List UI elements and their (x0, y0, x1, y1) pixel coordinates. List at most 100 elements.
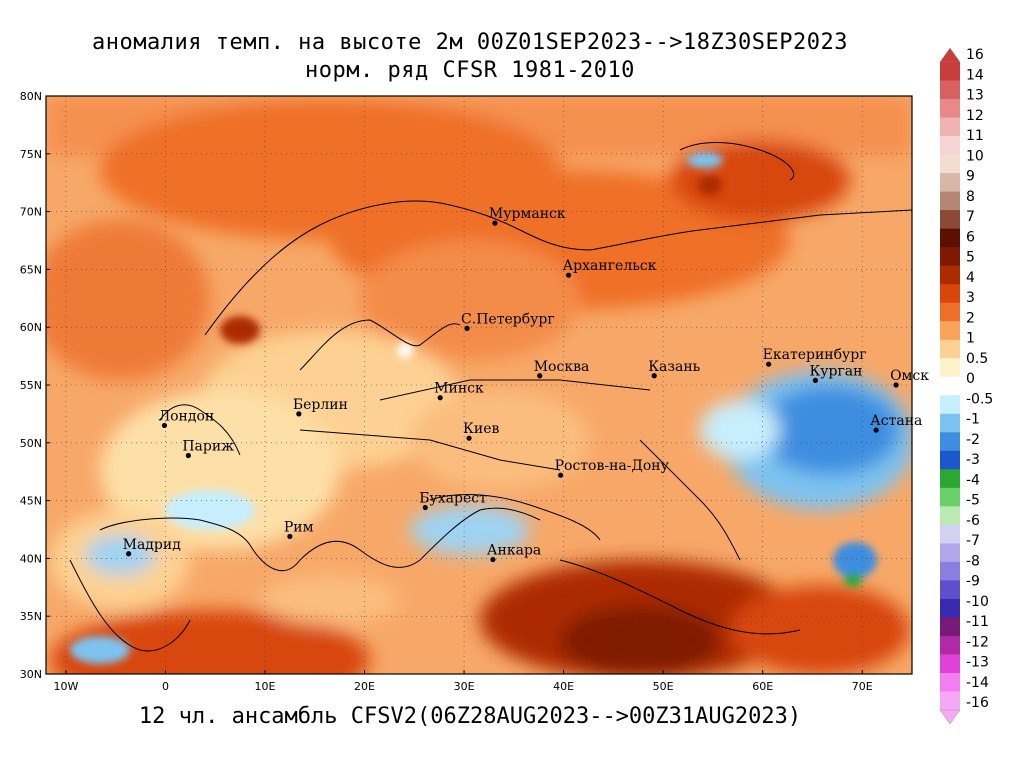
longitude-label: 60E (752, 680, 773, 693)
city-dot (565, 272, 572, 278)
ensemble-subtitle: 12 чл. ансамбль CFSV2(06Z28AUG2023-->00Z… (138, 704, 802, 729)
city-dot (466, 435, 472, 441)
city-dot (490, 556, 496, 563)
legend-swatch (940, 136, 960, 155)
city-label: Астана (870, 413, 922, 429)
legend-swatch (940, 691, 960, 711)
latitude-axis: 80N 75N 70N 65N 60N 55N 50N 45N 40N 35N 30N (20, 90, 50, 681)
legend-label: 0 (966, 371, 975, 387)
legend-swatch (940, 672, 960, 692)
legend-swatch (940, 247, 960, 267)
city-dot (287, 533, 293, 540)
latitude-label: 45N (20, 495, 42, 508)
legend-label: 16 (966, 47, 984, 63)
longitude-label: 50E (653, 680, 674, 693)
legend-swatch (940, 395, 960, 415)
city-dot (492, 220, 498, 226)
city-label: Омск (890, 368, 929, 384)
legend-swatch (940, 173, 960, 192)
city-dot (873, 427, 879, 433)
city-label: Курган (809, 363, 862, 379)
legend-swatch (940, 210, 960, 230)
legend-swatch (940, 358, 960, 378)
legend-label: -2 (966, 432, 980, 448)
legend-swatch (940, 598, 960, 618)
legend-swatch (940, 284, 960, 304)
city-dot (893, 382, 899, 388)
city-dot (161, 422, 168, 429)
city-dot (766, 361, 772, 367)
city-dot (437, 395, 443, 401)
legend-label: 9 (966, 169, 975, 185)
longitude-label: 10W (53, 680, 78, 693)
legend-label: 8 (966, 189, 975, 205)
legend-swatch (940, 450, 960, 470)
legend-swatch (940, 191, 960, 211)
latitude-label: 30N (20, 668, 42, 681)
city-label: Париж (182, 439, 234, 455)
latitude-label: 75N (20, 148, 42, 161)
legend-label: 11 (966, 128, 984, 144)
city-dot (558, 472, 564, 478)
legend-label: 4 (966, 270, 975, 286)
legend-label: 2 (966, 310, 975, 326)
longitude-axis: 10W 0 10E 20E 30E 40E 50E 60E 70E (53, 670, 873, 693)
city-label: Казань (648, 359, 700, 375)
city-dot (812, 377, 819, 383)
legend-label: -10 (966, 594, 989, 610)
legend-label: 3 (966, 290, 975, 306)
legend-label: 6 (966, 229, 975, 245)
anomaly-field (46, 96, 912, 674)
legend-label: -0.5 (966, 391, 993, 407)
legend-label: -5 (966, 493, 980, 509)
city-label: Екатеринбург (763, 347, 867, 363)
legend-label: -14 (966, 675, 989, 691)
legend-label: 0.5 (966, 351, 988, 367)
legend-swatch (940, 339, 960, 359)
legend-swatch (940, 580, 960, 600)
legend-label: -6 (966, 513, 980, 529)
legend-swatch (940, 635, 960, 655)
legend-label: -12 (966, 634, 989, 650)
legend-swatch (940, 413, 960, 433)
map-title-line-1: аномалия темп. на высоте 2м 00Z01SEP2023… (92, 30, 848, 55)
city-label: Ростов-на-Дону (555, 458, 670, 474)
latitude-label: 80N (20, 90, 42, 103)
legend-swatch (940, 432, 960, 452)
legend-label: 13 (966, 88, 984, 104)
city-dot (464, 325, 470, 331)
legend-swatch (940, 506, 960, 526)
legend-label: -9 (966, 574, 980, 590)
legend-label: 14 (966, 67, 984, 83)
city-label: Рим (284, 519, 314, 535)
latitude-label: 70N (20, 206, 42, 219)
longitude-label: 10E (255, 680, 276, 693)
legend-label: -11 (966, 614, 989, 630)
legend-label: -1 (966, 412, 980, 428)
legend-swatch (940, 80, 960, 100)
legend-swatch (940, 117, 960, 137)
city-label: С.Петербург (461, 311, 555, 327)
city-dot (296, 411, 302, 417)
legend-label: -8 (966, 553, 980, 569)
legend-swatch (940, 62, 960, 81)
legend-swatch (940, 487, 960, 507)
city-dot (185, 452, 191, 459)
map-title-line-2: норм. ряд CFSR 1981-2010 (305, 58, 635, 83)
latitude-label: 55N (20, 379, 42, 392)
legend-swatch (940, 524, 960, 544)
longitude-label: 30E (454, 680, 475, 693)
longitude-label: 70E (852, 680, 873, 693)
city-dot (422, 504, 428, 511)
legend-label: -3 (966, 452, 980, 468)
legend-swatch (940, 265, 960, 285)
city-label: Мадрид (123, 537, 182, 553)
latitude-label: 60N (20, 321, 42, 334)
legend-swatch (940, 154, 960, 174)
latitude-label: 50N (20, 437, 42, 450)
city-dot (126, 551, 132, 557)
legend-swatch (940, 654, 960, 674)
legend-swatch (940, 561, 960, 581)
city-label: Анкара (487, 543, 541, 559)
